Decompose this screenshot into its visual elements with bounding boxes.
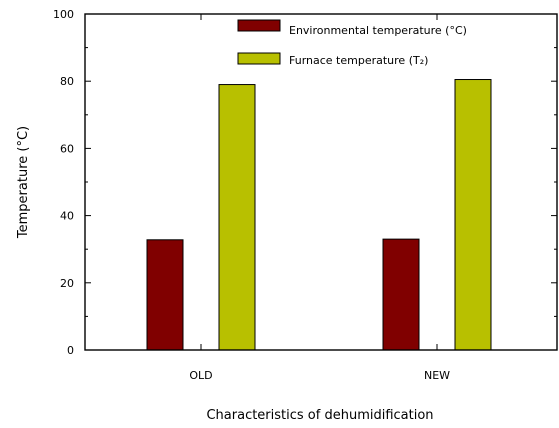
y-tick-label-20: 20 (60, 277, 74, 290)
legend-label-environmental-temperature: Environmental temperature (°C) (289, 24, 467, 37)
legend-label-furnace-temperature: Furnace temperature (T₂) (289, 54, 428, 67)
y-tick-label-60: 60 (60, 142, 74, 155)
y-tick-label-80: 80 (60, 75, 74, 88)
bar-environmental-temperature-new (382, 238, 420, 351)
bar-furnace-temperature-new (454, 79, 492, 351)
plot-frame (84, 13, 558, 351)
x-axis-ticks: OLD NEW (189, 14, 450, 382)
y-tick-label-100: 100 (53, 8, 74, 21)
y-tick-label-40: 40 (60, 210, 74, 223)
bar-furnace-temperature-old (218, 84, 256, 351)
legend-swatch-furnace-temperature (237, 52, 281, 65)
x-tick-label-new: NEW (424, 369, 450, 382)
y-tick-label-0: 0 (67, 344, 74, 357)
bars-group (146, 79, 492, 351)
bar-environmental-temperature-old (146, 239, 184, 351)
y-axis-label: Temperature (°C) (16, 126, 31, 239)
x-axis-label: Characteristics of dehumidification (206, 408, 433, 423)
legend: Environmental temperature (°C) Furnace t… (237, 19, 467, 67)
legend-swatch-environmental-temperature (237, 19, 281, 32)
x-tick-label-old: OLD (189, 369, 212, 382)
